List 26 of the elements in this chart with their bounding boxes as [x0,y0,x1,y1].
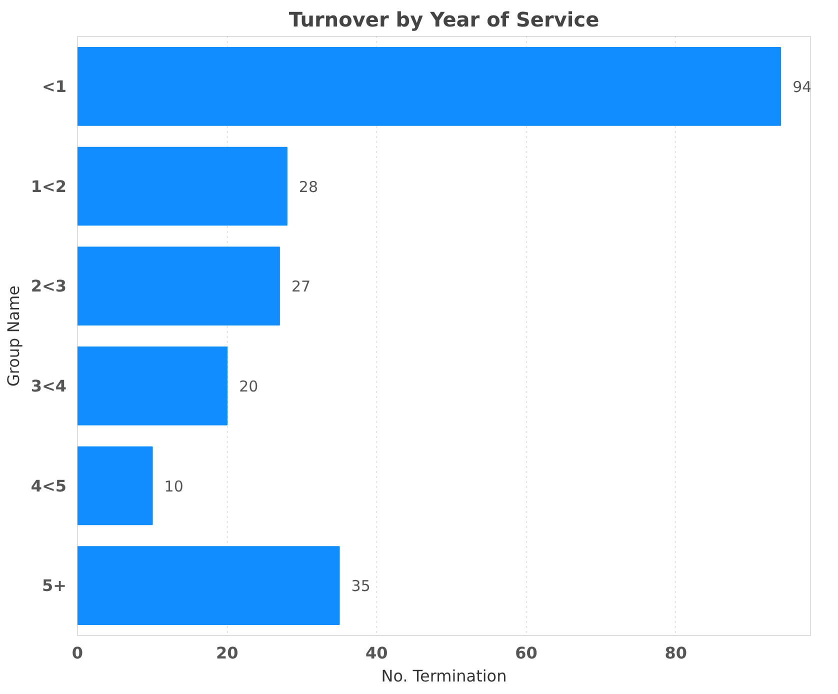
bar [78,246,280,326]
y-tick-label: 3<4 [30,376,66,396]
chart-title: Turnover by Year of Service [288,8,600,32]
y-axis-title: Group Name [4,286,23,386]
data-label: 94 [792,78,812,96]
x-tick-label: 20 [216,644,238,662]
data-label: 20 [239,377,258,396]
bar [78,146,288,226]
y-tick-label: 1<2 [30,176,66,196]
y-tick-label: 2<3 [30,276,66,296]
y-tick-label: 5+ [42,576,67,596]
data-label: 10 [164,477,184,496]
y-tick-label: <1 [42,76,67,96]
x-tick-label: 60 [515,644,538,662]
bar [78,46,782,126]
data-label: 35 [351,577,370,596]
data-label: 27 [291,278,311,296]
y-tick-label: 4<5 [30,476,66,496]
data-label: 28 [298,178,318,196]
bar [78,346,228,426]
bar [78,446,153,526]
x-tick-label: 80 [664,644,687,662]
bar [78,546,340,626]
x-tick-label: 40 [366,644,388,662]
x-tick-label: 0 [72,644,84,662]
x-axis-title: No. Termination [381,666,507,686]
